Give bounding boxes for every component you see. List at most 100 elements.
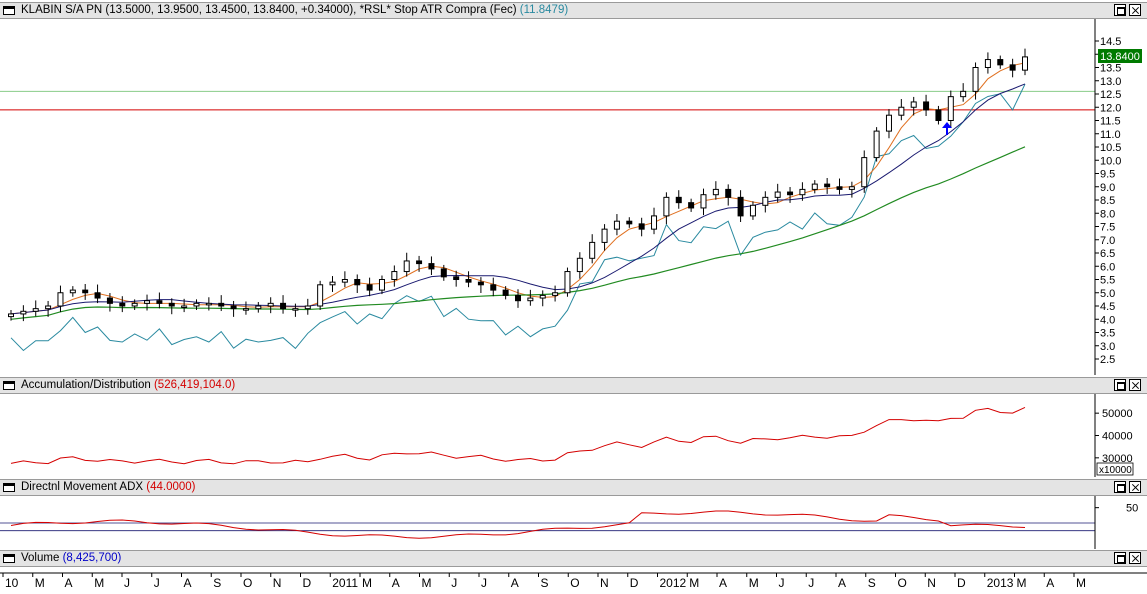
x-tick-label: D: [957, 576, 966, 590]
adx-pane-header[interactable]: Directnl Movement ADX (44.0000): [0, 479, 1147, 496]
ad-pane-header[interactable]: Accumulation/Distribution (526,419,104.0…: [0, 377, 1147, 394]
navy-series-line: [10, 83, 1026, 315]
x-tick-label: 2013: [987, 576, 1014, 590]
adx-indicator-name: Directnl Movement ADX: [21, 481, 144, 493]
candle-body: [329, 281, 336, 286]
x-tick-label: 2012: [660, 576, 687, 590]
candle-body: [589, 241, 596, 259]
candle-body: [898, 106, 905, 116]
price-pane-title: KLABIN S/A PN (13.5000, 13.9500, 13.4500…: [21, 3, 568, 18]
candle-body: [749, 204, 756, 217]
y-tick-label: 2.5: [1100, 354, 1115, 366]
volume-indicator-value: (8,425,700): [62, 552, 122, 564]
pane-window-buttons: [1111, 379, 1141, 396]
y-tick-label: 11.0: [1100, 129, 1121, 141]
candle-body: [440, 268, 447, 278]
x-tick-label: M: [362, 576, 372, 590]
price-chart[interactable]: 14.514.013.513.012.512.011.511.010.510.0…: [0, 19, 1147, 375]
candle-body: [69, 289, 76, 294]
candle-body: [675, 196, 682, 204]
ad-multiplier: x10000: [1099, 465, 1132, 476]
candle-body: [935, 109, 942, 122]
candle-body: [32, 308, 39, 312]
x-tick-label: O: [898, 576, 907, 590]
candle-body: [601, 228, 608, 243]
ad-indicator-value: (526,419,104.0): [153, 379, 236, 391]
up-arrow-icon: [942, 122, 952, 135]
pane-menu-icon[interactable]: [3, 381, 15, 390]
y-tick-label: 9.5: [1100, 169, 1115, 181]
candle-body: [910, 101, 917, 108]
ad-chart[interactable]: 50000 40000 30000 x10000: [0, 394, 1147, 477]
adx-chart[interactable]: 50: [0, 496, 1147, 549]
x-tick-label: A: [184, 576, 192, 590]
y-tick-label: 12.5: [1100, 89, 1121, 101]
candle-body: [873, 130, 880, 159]
candle-body: [82, 289, 89, 294]
candle-body: [354, 279, 361, 286]
close-icon[interactable]: [1129, 379, 1141, 391]
pane-menu-icon[interactable]: [3, 483, 15, 492]
y-tick-label: 9.0: [1100, 182, 1115, 194]
maximize-icon[interactable]: [1114, 481, 1126, 493]
candle-body: [403, 260, 410, 273]
candle-body: [1022, 56, 1028, 71]
candle-body: [638, 223, 645, 230]
candle-body: [515, 294, 521, 302]
candle-body: [552, 292, 559, 296]
ad-indicator-name: Accumulation/Distribution: [21, 379, 151, 391]
x-tick-label: O: [570, 576, 579, 590]
candle-body: [8, 313, 14, 318]
candle-body: [527, 297, 534, 302]
x-tick-label: M: [94, 576, 104, 590]
candle-body: [564, 271, 571, 294]
close-icon[interactable]: [1129, 552, 1141, 564]
ad-line: [10, 406, 1026, 465]
candle-body: [725, 188, 732, 198]
candle-body: [885, 114, 892, 132]
candle-body: [490, 284, 497, 291]
candle-body: [205, 302, 212, 306]
maximize-icon[interactable]: [1114, 379, 1126, 391]
candle-body: [997, 59, 1004, 66]
price-pane-header[interactable]: KLABIN S/A PN (13.5000, 13.9500, 13.4500…: [0, 2, 1147, 19]
x-tick-label: A: [392, 576, 400, 590]
y-tick-label: 5.0: [1100, 288, 1115, 300]
x-tick-label: N: [927, 576, 936, 590]
y-tick-label: 10.0: [1100, 155, 1121, 167]
close-icon[interactable]: [1129, 481, 1141, 493]
x-tick-label: M: [35, 576, 45, 590]
candle-body: [20, 310, 27, 315]
pane-menu-icon[interactable]: [3, 554, 15, 563]
x-tick-label: A: [65, 576, 73, 590]
y-tick-label: 7.0: [1100, 235, 1115, 247]
candle-body: [712, 188, 719, 196]
y-tick-label: 13.0: [1100, 76, 1121, 88]
candle-body: [947, 96, 954, 122]
candle-body: [119, 302, 126, 307]
candle-body: [193, 302, 200, 307]
close-icon[interactable]: [1129, 4, 1141, 16]
adx-line: [10, 510, 1026, 539]
maximize-icon[interactable]: [1114, 4, 1126, 16]
candle-body: [539, 294, 546, 299]
maximize-icon[interactable]: [1114, 552, 1126, 564]
y-tick-label: 14.5: [1100, 36, 1121, 48]
y-tick-label: 40000: [1102, 431, 1133, 443]
x-tick-label: D: [303, 576, 312, 590]
y-tick-label: 3.0: [1100, 341, 1115, 353]
y-tick-label: 4.0: [1100, 314, 1115, 326]
pane-menu-icon[interactable]: [3, 6, 15, 15]
candle-body: [762, 196, 769, 206]
y-tick-label: 6.0: [1100, 261, 1115, 273]
candle-body: [787, 191, 794, 196]
y-tick-label: 13.5: [1100, 63, 1121, 75]
candle-body: [181, 305, 188, 308]
candle-body: [737, 196, 744, 217]
candle-body: [267, 302, 274, 307]
candle-body: [626, 220, 633, 225]
candle-body: [824, 183, 831, 188]
x-tick-label: S: [868, 576, 876, 590]
volume-pane-header[interactable]: Volume (8,425,700): [0, 550, 1147, 567]
candle-body: [613, 220, 620, 230]
